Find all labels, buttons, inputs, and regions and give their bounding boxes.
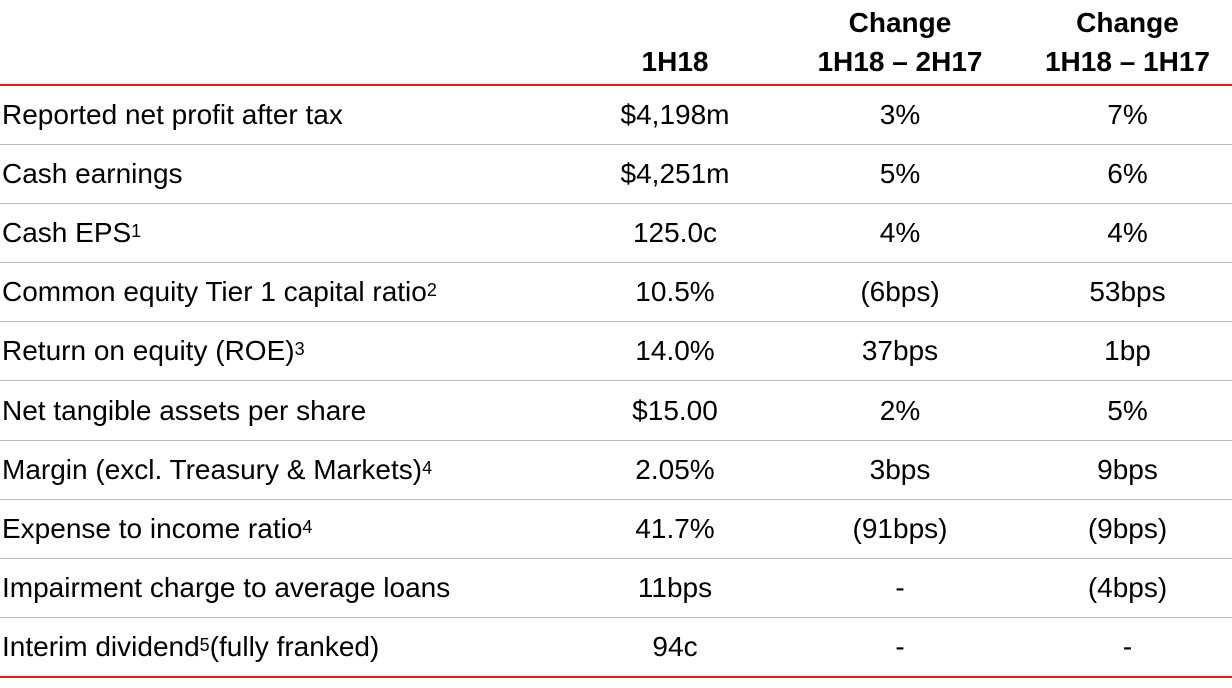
row-label: Expense to income ratio 4	[2, 500, 312, 558]
table-row: Return on equity (ROE) 3 14.0% 37bps 1bp	[0, 322, 1232, 381]
value-change-1h17: 7%	[1025, 86, 1230, 144]
header-change-2h17-line1: Change	[849, 3, 952, 42]
value-change-2h17: -	[800, 559, 1000, 617]
row-label: Interim dividend 5 (fully franked)	[2, 618, 379, 677]
header-change-2h17: Change 1H18 – 2H17	[800, 0, 1000, 84]
value-change-2h17: 5%	[800, 145, 1000, 203]
table-row: Impairment charge to average loans 11bps…	[0, 559, 1232, 618]
value-1h18: $4,251m	[590, 145, 760, 203]
value-change-1h17: 6%	[1025, 145, 1230, 203]
value-change-2h17: 3%	[800, 86, 1000, 144]
table-row: Cash EPS 1 125.0c 4% 4%	[0, 204, 1232, 263]
table-row: Margin (excl. Treasury & Markets) 4 2.05%…	[0, 441, 1232, 500]
value-change-2h17: (91bps)	[800, 500, 1000, 558]
value-1h18: 11bps	[590, 559, 760, 617]
table-row: Cash earnings $4,251m 5% 6%	[0, 145, 1232, 204]
row-label: Cash EPS 1	[2, 204, 141, 262]
value-change-1h17: 5%	[1025, 381, 1230, 439]
value-change-1h17: (9bps)	[1025, 500, 1230, 558]
value-change-1h17: 9bps	[1025, 441, 1230, 499]
value-change-2h17: 37bps	[800, 322, 1000, 380]
row-label: Impairment charge to average loans	[2, 559, 450, 617]
row-label: Common equity Tier 1 capital ratio 2	[2, 263, 437, 321]
value-1h18: 125.0c	[590, 204, 760, 262]
row-label: Reported net profit after tax	[2, 86, 343, 144]
row-label: Return on equity (ROE) 3	[2, 322, 305, 380]
value-1h18: $4,198m	[590, 86, 760, 144]
value-1h18: 10.5%	[590, 263, 760, 321]
value-1h18: 14.0%	[590, 322, 760, 380]
table-header: 1H18 Change 1H18 – 2H17 Change 1H18 – 1H…	[0, 0, 1232, 84]
value-change-2h17: 4%	[800, 204, 1000, 262]
table-bottom-divider	[0, 676, 1232, 678]
value-change-1h17: 1bp	[1025, 322, 1230, 380]
header-change-1h17-line2: 1H18 – 1H17	[1045, 42, 1210, 81]
value-change-2h17: -	[800, 618, 1000, 677]
header-change-1h17-line1: Change	[1076, 3, 1179, 42]
table-row: Common equity Tier 1 capital ratio 2 10.5…	[0, 263, 1232, 322]
metrics-table: Reported net profit after tax $4,198m 3%…	[0, 86, 1232, 677]
value-change-1h17: (4bps)	[1025, 559, 1230, 617]
value-change-1h17: 4%	[1025, 204, 1230, 262]
value-change-2h17: 2%	[800, 381, 1000, 439]
header-change-1h17: Change 1H18 – 1H17	[1025, 0, 1230, 84]
value-1h18: 2.05%	[590, 441, 760, 499]
row-label: Cash earnings	[2, 145, 183, 203]
row-label: Net tangible assets per share	[2, 381, 366, 439]
table-row: Net tangible assets per share $15.00 2% …	[0, 381, 1232, 440]
value-change-2h17: 3bps	[800, 441, 1000, 499]
table-row: Interim dividend 5 (fully franked) 94c - …	[0, 618, 1232, 677]
value-change-1h17: -	[1025, 618, 1230, 677]
value-1h18: 94c	[590, 618, 760, 677]
table-row: Expense to income ratio 4 41.7% (91bps) (…	[0, 500, 1232, 559]
value-change-2h17: (6bps)	[800, 263, 1000, 321]
header-1h18: 1H18	[590, 0, 760, 84]
header-change-2h17-line2: 1H18 – 2H17	[817, 42, 982, 81]
row-label: Margin (excl. Treasury & Markets) 4	[2, 441, 432, 499]
value-change-1h17: 53bps	[1025, 263, 1230, 321]
table-row: Reported net profit after tax $4,198m 3%…	[0, 86, 1232, 145]
value-1h18: 41.7%	[590, 500, 760, 558]
header-1h18-line1: 1H18	[642, 42, 709, 81]
value-1h18: $15.00	[590, 381, 760, 439]
